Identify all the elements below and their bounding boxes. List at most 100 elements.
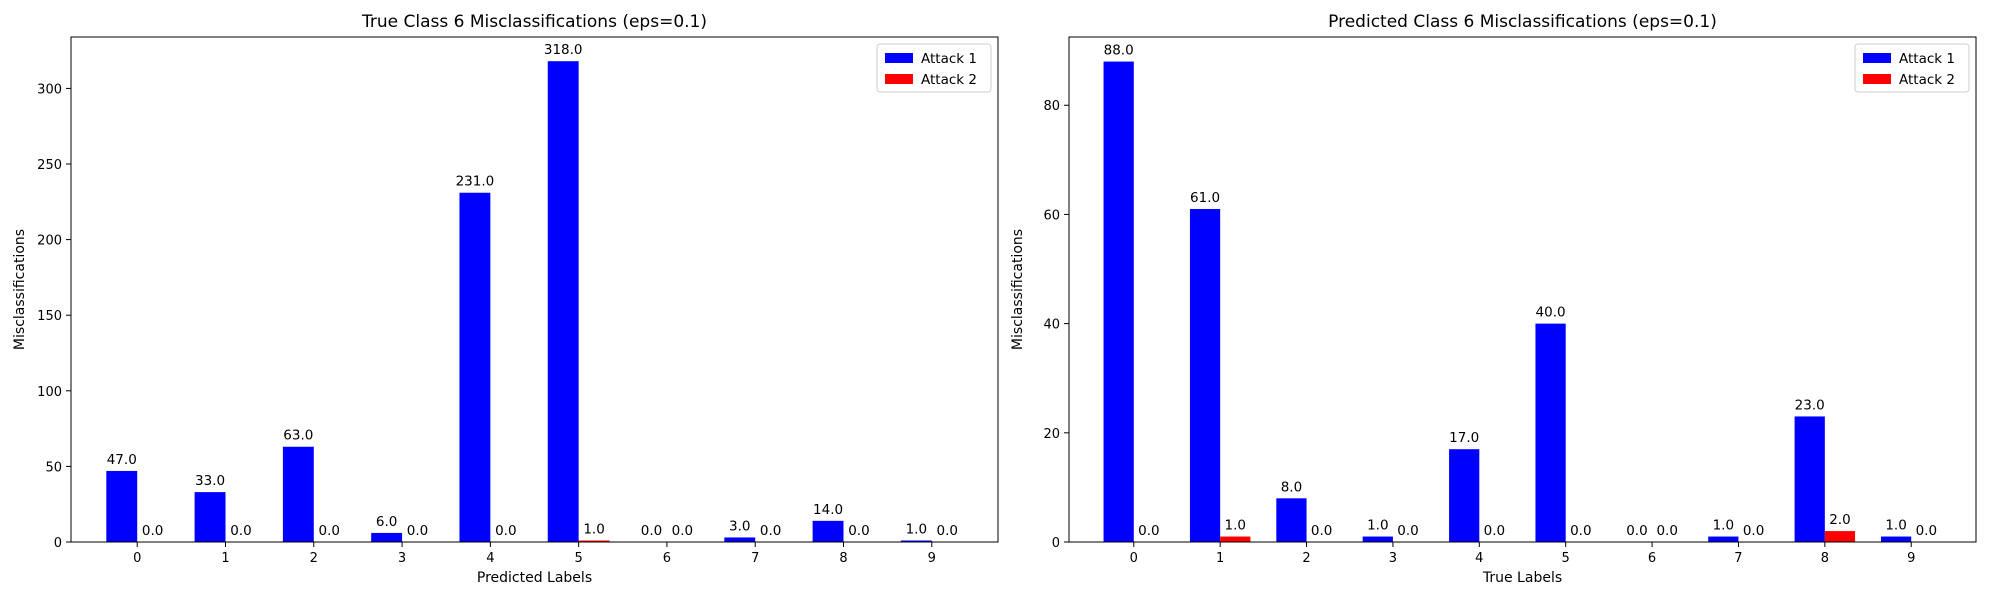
data-label-attack-2-2: 0.0 [1311,523,1332,539]
bar-attack-2-1 [1220,536,1251,542]
bar-attack-1-4 [459,192,491,543]
data-label-attack-1-2: 63.0 [283,428,313,444]
data-label-attack-2-6: 0.0 [1656,523,1677,539]
x-tick-label: 6 [1648,551,1656,566]
data-label-attack-1-1: 61.0 [1190,190,1220,206]
data-label-attack-2-8: 2.0 [1829,512,1850,528]
bar-attack-1-9 [900,540,932,542]
bar-attack-1-7 [1708,536,1739,542]
data-label-attack-1-9: 1.0 [906,521,927,537]
x-tick-label: 5 [1562,551,1570,566]
y-tick-label: 80 [1043,99,1060,114]
legend-label-attack-1: Attack 1 [1899,51,1955,67]
x-tick-label: 1 [1216,551,1224,566]
x-axis-label: Predicted Labels [477,570,592,586]
data-label-attack-1-5: 40.0 [1536,305,1566,321]
data-label-attack-2-8: 0.0 [848,523,869,539]
legend-label-attack-2: Attack 2 [921,72,977,88]
data-label-attack-1-4: 231.0 [456,174,495,190]
data-label-attack-2-6: 0.0 [672,523,693,539]
y-tick-label: 100 [37,385,62,400]
x-tick-label: 4 [1475,551,1483,566]
x-tick-label: 6 [663,551,671,566]
x-tick-label: 9 [928,551,936,566]
bar-attack-1-8 [1794,416,1825,542]
bar-attack-1-0 [1103,61,1134,542]
legend-label-attack-1: Attack 1 [921,51,977,67]
y-tick-label: 0 [54,536,62,551]
x-tick-label: 9 [1907,551,1915,566]
y-tick-label: 150 [37,309,62,324]
x-tick-label: 8 [1821,551,1829,566]
legend-swatch-attack-2 [885,74,913,84]
x-tick-label: 3 [1389,551,1397,566]
bar-attack-1-8 [812,520,844,542]
chart-title: True Class 6 Misclassifications (eps=0.1… [361,12,707,32]
bar-attack-1-2 [1276,498,1307,542]
data-label-attack-1-4: 17.0 [1449,430,1479,446]
bar-attack-2-5 [578,540,610,542]
data-label-attack-2-9: 0.0 [936,523,957,539]
y-tick-label: 60 [1043,208,1060,223]
bar-attack-1-4 [1449,449,1480,542]
x-tick-label: 0 [1130,551,1138,566]
data-label-attack-1-6: 0.0 [1626,523,1647,539]
bar-attack-1-1 [194,492,226,542]
data-label-attack-1-2: 8.0 [1281,479,1302,495]
data-label-attack-2-7: 0.0 [760,523,781,539]
data-label-attack-1-6: 0.0 [641,523,662,539]
legend: Attack 1 Attack 2 [1854,43,1970,93]
data-label-attack-1-1: 33.0 [195,473,225,489]
x-axis-label: True Labels [1482,570,1562,586]
data-label-attack-2-0: 0.0 [1138,523,1159,539]
bar-attack-1-9 [1880,536,1912,542]
bar-attack-1-3 [371,532,403,542]
x-tick-label: 5 [575,551,583,566]
data-label-attack-2-4: 0.0 [1484,523,1505,539]
bar-attack-1-5 [1535,323,1566,542]
bar-attack-1-1 [1189,208,1221,543]
data-label-attack-1-3: 1.0 [1367,518,1388,534]
x-tick-label: 2 [1302,551,1310,566]
legend-swatch-attack-1 [1863,53,1891,63]
data-label-attack-1-7: 1.0 [1713,518,1734,534]
data-label-attack-2-2: 0.0 [318,523,339,539]
x-tick-label: 7 [751,551,759,566]
data-label-attack-2-4: 0.0 [495,523,516,539]
bar-attack-1-5 [547,61,579,542]
chart-predicted-class-6: Predicted Class 6 Misclassifications (ep… [1010,12,1977,586]
data-label-attack-2-7: 0.0 [1743,523,1764,539]
data-label-attack-1-8: 23.0 [1795,397,1825,413]
y-tick-label: 300 [37,82,62,97]
data-label-attack-1-9: 1.0 [1885,518,1906,534]
bar-attack-1-0 [106,470,138,542]
data-label-attack-1-0: 88.0 [1104,43,1134,59]
bar-attack-1-7 [724,537,756,542]
data-label-attack-1-5: 318.0 [544,42,583,58]
x-tick-label: 0 [133,551,141,566]
y-tick-label: 200 [37,234,62,249]
y-tick-label: 40 [1043,318,1060,333]
x-tick-label: 3 [398,551,406,566]
x-tick-label: 4 [486,551,494,566]
x-tick-label: 8 [839,551,847,566]
data-label-attack-1-7: 3.0 [729,518,750,534]
legend-label-attack-2: Attack 2 [1899,72,1955,88]
data-label-attack-2-0: 0.0 [142,523,163,539]
data-label-attack-1-3: 6.0 [376,514,397,530]
chart-title: Predicted Class 6 Misclassifications (ep… [1328,12,1717,32]
data-label-attack-2-5: 0.0 [1570,523,1591,539]
data-label-attack-2-5: 1.0 [583,521,604,537]
x-tick-label: 7 [1734,551,1742,566]
data-label-attack-1-0: 47.0 [107,452,137,468]
data-label-attack-2-3: 0.0 [407,523,428,539]
bar-attack-2-8 [1824,531,1856,542]
bar-attack-1-2 [282,446,314,542]
legend-swatch-attack-2 [1863,74,1891,84]
x-tick-label: 2 [310,551,318,566]
y-axis-label: Misclassifications [12,229,28,350]
y-tick-label: 20 [1043,427,1060,442]
y-tick-label: 250 [37,158,62,173]
